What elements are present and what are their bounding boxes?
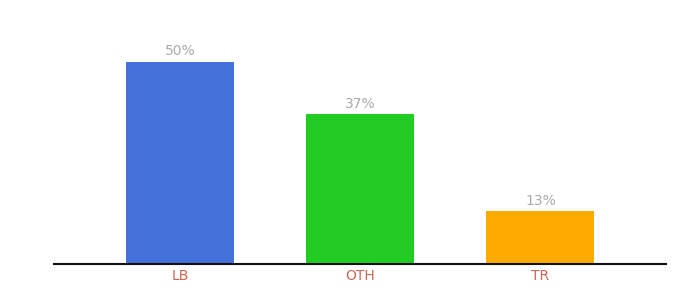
Text: 13%: 13% xyxy=(525,194,556,208)
Bar xyxy=(486,211,594,264)
Text: 37%: 37% xyxy=(345,97,376,111)
Bar xyxy=(126,61,235,264)
Text: 50%: 50% xyxy=(165,44,196,58)
Bar xyxy=(307,114,414,264)
